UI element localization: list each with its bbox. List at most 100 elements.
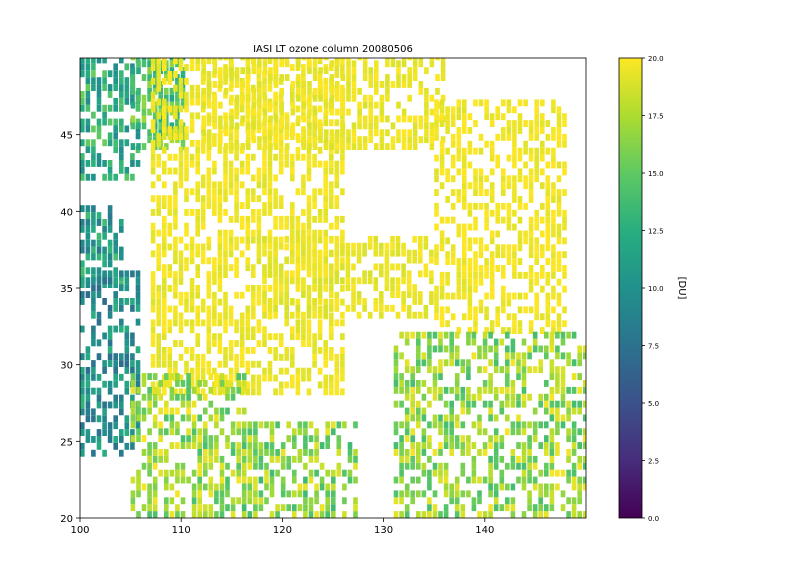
heatmap-cell xyxy=(278,242,284,250)
heatmap-cell xyxy=(545,278,551,286)
heatmap-cell xyxy=(471,462,477,470)
heatmap-cell xyxy=(150,140,156,147)
heatmap-cell xyxy=(488,511,493,518)
heatmap-cell xyxy=(267,263,273,271)
heatmap-cell xyxy=(219,504,225,512)
heatmap-cell xyxy=(555,352,560,360)
heatmap-cell xyxy=(186,442,191,449)
heatmap-cell xyxy=(147,442,152,449)
heatmap-cell xyxy=(399,331,404,339)
heatmap-cell xyxy=(80,160,85,167)
heatmap-cell xyxy=(141,504,147,512)
heatmap-cell xyxy=(150,271,156,278)
heatmap-cell xyxy=(505,428,510,436)
heatmap-cell xyxy=(278,126,284,134)
heatmap-cell xyxy=(223,195,228,203)
heatmap-cell xyxy=(306,367,312,375)
heatmap-cell xyxy=(119,253,124,261)
heatmap-cell xyxy=(450,175,456,183)
heatmap-cell xyxy=(501,271,506,279)
heatmap-cell xyxy=(505,400,510,408)
heatmap-cell xyxy=(384,284,390,292)
heatmap-cell xyxy=(540,140,545,148)
heatmap-cell xyxy=(207,115,212,123)
heatmap-cell xyxy=(119,146,124,154)
heatmap-cell xyxy=(346,67,351,75)
heatmap-cell xyxy=(236,497,241,505)
heatmap-cell xyxy=(178,174,184,182)
heatmap-cell xyxy=(342,469,347,477)
heatmap-cell xyxy=(484,313,489,321)
heatmap-cell xyxy=(489,320,495,328)
heatmap-cell xyxy=(290,122,296,130)
heatmap-cell xyxy=(212,367,217,375)
heatmap-cell xyxy=(432,414,438,422)
heatmap-cell xyxy=(91,160,96,167)
heatmap-cell xyxy=(549,345,555,353)
heatmap-cell xyxy=(214,497,219,505)
heatmap-cell xyxy=(345,277,351,285)
heatmap-cell xyxy=(356,311,362,319)
heatmap-cell xyxy=(317,58,323,65)
heatmap-cell xyxy=(571,373,577,380)
heatmap-cell xyxy=(273,174,278,182)
heatmap-cell xyxy=(423,270,429,278)
heatmap-cell xyxy=(229,60,234,68)
heatmap-cell xyxy=(178,58,184,65)
heatmap-cell xyxy=(80,325,85,333)
heatmap-cell xyxy=(544,400,549,408)
heatmap-cell xyxy=(489,120,495,127)
heatmap-cell xyxy=(102,225,107,233)
heatmap-cell xyxy=(443,345,449,353)
heatmap-cell xyxy=(489,327,495,334)
heatmap-cell xyxy=(236,442,241,449)
heatmap-cell xyxy=(374,129,379,137)
heatmap-cell xyxy=(356,256,362,264)
heatmap-cell xyxy=(374,101,379,109)
heatmap-cell xyxy=(445,113,450,121)
heatmap-cell xyxy=(432,511,438,518)
heatmap-cell xyxy=(152,476,158,484)
heatmap-cell xyxy=(528,168,534,176)
heatmap-cell xyxy=(158,393,163,401)
heatmap-cell xyxy=(379,136,385,144)
heatmap-cell xyxy=(379,242,384,250)
heatmap-cell xyxy=(240,81,245,88)
heatmap-cell xyxy=(229,122,234,130)
heatmap-cell xyxy=(280,504,286,512)
heatmap-cell xyxy=(275,421,280,429)
heatmap-cell xyxy=(544,462,549,470)
heatmap-cell xyxy=(429,136,435,144)
heatmap-cell xyxy=(247,455,253,463)
heatmap-cell xyxy=(113,118,118,126)
heatmap-cell xyxy=(195,64,200,71)
heatmap-cell xyxy=(175,373,180,380)
heatmap-cell xyxy=(262,326,267,334)
heatmap-cell xyxy=(334,304,340,312)
heatmap-cell xyxy=(450,154,456,162)
heatmap-cell xyxy=(505,352,510,360)
heatmap-cell xyxy=(201,101,206,109)
heatmap-cell xyxy=(556,223,562,231)
heatmap-cell xyxy=(393,366,399,374)
heatmap-cell xyxy=(80,260,85,268)
heatmap-cell xyxy=(91,360,96,367)
heatmap-cell xyxy=(340,353,345,361)
heatmap-cell xyxy=(577,511,582,518)
heatmap-cell xyxy=(267,105,273,113)
heatmap-cell xyxy=(239,236,245,244)
heatmap-cell xyxy=(477,497,482,505)
heatmap-cell xyxy=(184,347,189,354)
heatmap-cell xyxy=(189,64,195,71)
heatmap-cell xyxy=(351,242,356,250)
heatmap-cell xyxy=(477,449,482,456)
heatmap-cell xyxy=(484,258,489,265)
heatmap-cell xyxy=(130,115,136,123)
heatmap-cell xyxy=(107,132,113,140)
heatmap-cell xyxy=(162,271,167,278)
heatmap-cell xyxy=(273,129,279,137)
heatmap-cell xyxy=(239,312,245,320)
heatmap-cell xyxy=(329,101,335,109)
heatmap-cell xyxy=(162,98,167,106)
heatmap-cell xyxy=(262,94,268,102)
